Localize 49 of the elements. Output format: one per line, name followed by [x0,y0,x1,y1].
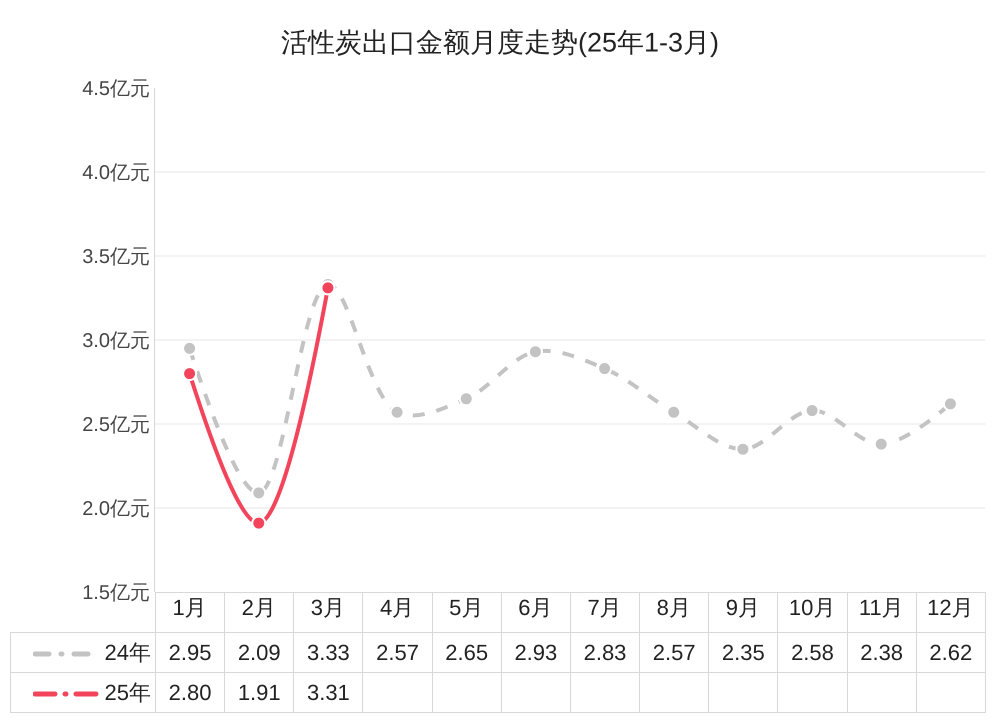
y-tick-label: 3.5亿元 [82,246,150,268]
x-tick-label: 10月 [788,595,836,620]
legend-label: 24年 [104,640,151,664]
x-tick-label: 11月 [858,595,904,620]
x-tick-label: 7月 [587,595,622,620]
x-tick-label: 8月 [656,595,691,620]
y-tick-label: 4.0亿元 [82,162,150,184]
point [874,436,889,452]
x-tick-label: 3月 [310,595,346,620]
point [666,404,682,420]
data-label: 1.91 [224,672,294,712]
point [735,442,750,457]
data-label: 2.57 [640,632,709,672]
data-label: 2.95 [156,632,225,672]
x-tick-label: 6月 [518,595,553,620]
point [182,366,198,382]
data-label: 2.93 [501,632,570,672]
legend-label: 25年 [104,680,151,704]
x-tick-label: 5月 [449,595,484,620]
data-label: 2.80 [156,672,225,712]
x-tick-label: 9月 [726,595,760,620]
data-label: 2.35 [708,632,778,672]
x-tick-label: 1月 [172,595,207,620]
point [942,396,958,412]
data-label: 2.58 [778,632,848,672]
data-label: 3.31 [294,672,363,712]
point [320,280,336,296]
y-tick-label: 1.5亿元 [82,582,150,604]
y-tick-label: 2.5亿元 [82,414,150,436]
x-tick-label: 2月 [242,595,276,620]
point [182,340,198,356]
y-tick-label: 3.0亿元 [82,330,150,352]
data-label: 3.33 [294,632,363,672]
data-label: 2.38 [847,632,916,672]
x-tick-label: 12月 [927,595,974,620]
point [528,344,543,360]
y-tick-label: 4.5亿元 [82,78,150,100]
chart-title: 活性炭出口金额月度走势(25年1-3月) [280,27,720,58]
data-label: 2.09 [224,632,294,672]
point [251,485,266,500]
x-tick-label: 4月 [380,595,414,620]
point [390,404,405,420]
data-label: 2.83 [570,632,640,672]
data-label: 2.62 [916,632,986,672]
y-tick-label: 2.0亿元 [82,498,150,520]
point [251,516,266,531]
point [458,391,474,406]
data-label: 2.65 [432,632,502,672]
data-label: 2.57 [362,632,432,672]
